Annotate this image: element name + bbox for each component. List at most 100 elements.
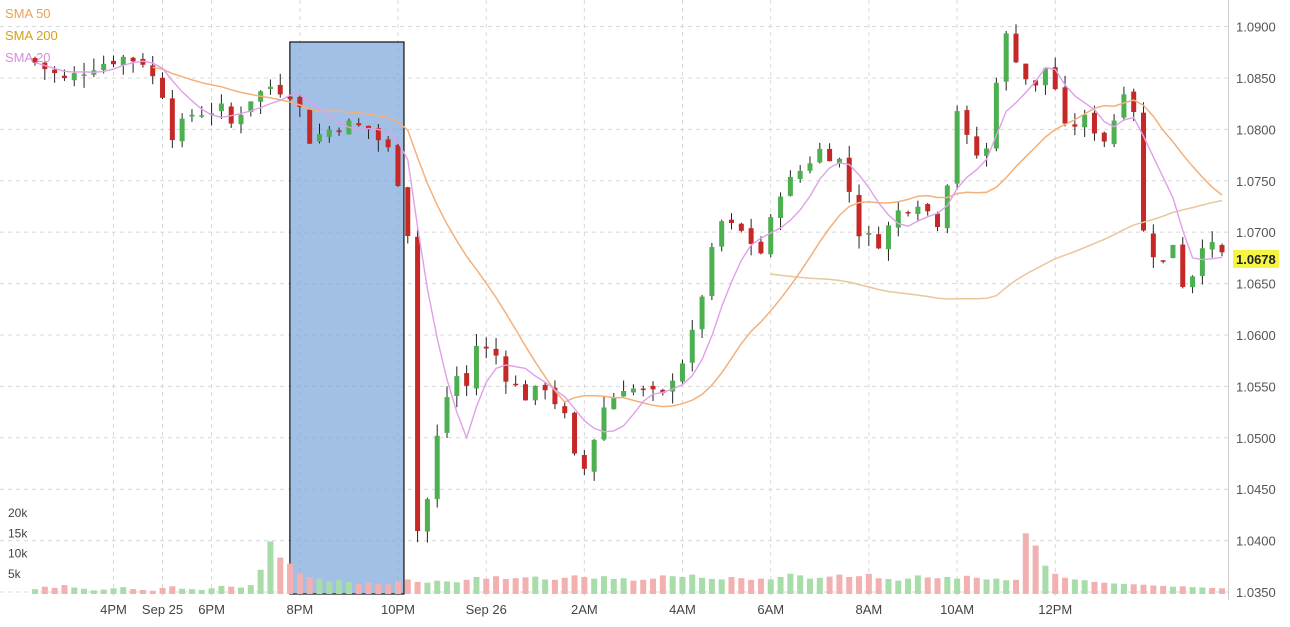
volume-tick-label: 5k [8,567,22,581]
y-axis-separator [1228,0,1229,600]
volume-bar [571,575,578,594]
legend-sma-200: SMA 200 [5,28,58,43]
candle-body [532,385,538,401]
volume-bar [875,578,882,594]
candle-body [464,373,470,386]
y-tick-label: 1.0850 [1236,71,1276,86]
candle-body [709,247,715,296]
legend-sma-50: SMA 50 [5,6,51,21]
volume-bar [934,578,941,594]
volume-bar [954,578,961,594]
candle-body [169,98,175,141]
candle-body [483,346,489,349]
candle-body [1219,245,1225,253]
x-tick-label: 4PM [100,602,127,617]
candle-body [1003,33,1009,82]
volume-bar [561,577,568,594]
candle-body [179,118,185,142]
volume-bar [1140,584,1147,594]
volume-bar [708,579,715,594]
candle-body [758,241,764,254]
y-tick-label: 1.0650 [1236,277,1276,292]
volume-axis: 20k 15k 10k 5k [8,506,28,581]
volume-bar [551,579,558,594]
candle-body [1042,68,1048,86]
volume-bar [179,588,186,594]
y-tick-label: 1.0600 [1236,328,1276,343]
candle-body [277,84,283,95]
candle-body [611,397,617,410]
volume-bar [434,580,441,594]
volume-tick-label: 20k [8,506,28,520]
candle-body [748,228,754,244]
candle-body [61,75,67,79]
volume-bar [198,589,205,594]
volume-bar [738,578,745,594]
volume-bar [208,588,215,594]
volume-bar [188,589,195,594]
volume-bar [120,587,127,594]
sma-200-line [770,199,1223,300]
volume-bar [1101,582,1108,594]
candle-body [32,58,38,63]
candle-body [562,406,568,414]
candle-body [935,213,941,228]
volume-bar [650,578,657,594]
volume-bar [1169,586,1176,594]
volume-bar [463,579,470,594]
candle-body [905,212,911,214]
candle-body [1141,112,1147,231]
volume-bar [71,587,78,594]
candle-body [964,110,970,135]
volume-bar [924,577,931,594]
candle-body [1160,260,1166,262]
candle-body [1170,244,1176,259]
volume-bar [1199,587,1206,594]
candle-body [660,389,666,393]
volume-bar [806,578,813,594]
x-tick-label: Sep 25 [142,602,183,617]
x-tick-label: 10AM [940,602,974,617]
volume-bar [963,575,970,594]
candle-body [160,77,166,98]
x-tick-label: Sep 26 [466,602,507,617]
candle-body [434,435,440,500]
last-price-marker: 1.0678 [1233,250,1279,268]
candle-body [846,157,852,192]
volume-bar [757,578,764,594]
volume-bar [247,585,254,594]
x-tick-label: 10PM [381,602,415,617]
candle-body [336,130,342,133]
volume-tick-label: 10k [8,547,28,561]
candle-body [395,144,401,186]
volume-bar [41,586,48,594]
candle-body [621,390,627,397]
candle-body [738,223,744,231]
volume-bar [885,579,892,594]
candle-body [719,221,725,247]
candle-body [473,346,479,389]
candle-body [895,210,901,228]
volume-bar [1032,545,1039,594]
volume-bar [81,588,88,594]
candle-body [405,187,411,237]
candle-body [817,148,823,163]
volume-bar [993,578,1000,594]
volume-bar [493,576,500,594]
candle-body [601,407,607,440]
volume-bar [846,577,853,594]
candle-body [885,225,891,250]
candle-body [1052,67,1058,90]
x-tick-label: 4AM [669,602,696,617]
candle-body [52,69,58,74]
candle-body [101,63,107,70]
volume-bar [424,582,431,594]
candle-body [71,73,77,81]
volume-bar [32,589,38,594]
volume-bar [767,579,774,594]
candle-body [640,388,646,391]
volume-bar [51,587,58,594]
x-axis: 4PM Sep 25 6PM 8PM 10PM Sep 26 2AM 4AM 6AM 8AM 10A… [100,602,1072,617]
volume-bar [542,579,549,594]
